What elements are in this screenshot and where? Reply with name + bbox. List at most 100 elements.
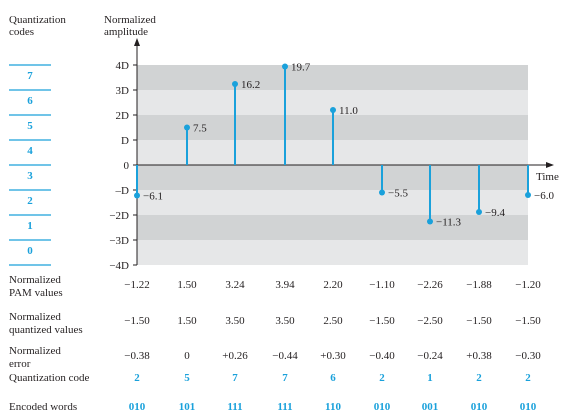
y-tick-label: –D (115, 185, 130, 197)
table-value-cell: −1.50 (369, 315, 395, 327)
quantization-code-column: 7 6 5 4 3 2 1 0 (9, 64, 51, 266)
sample-point (330, 107, 336, 113)
row-label: Normalized (9, 345, 61, 357)
table-code-cell: 010 (520, 401, 537, 413)
axes: Time 4D 3D 2D D 0 –D −2D −3D −4D (109, 38, 559, 272)
table-code-cell: 6 (330, 372, 336, 384)
sample-point (525, 192, 531, 198)
table-code-cell: 2 (379, 372, 385, 384)
sample-value-label: 7.5 (193, 123, 207, 135)
sample-stems: −6.1 7.5 16.2 19.7 11.0 −5.5 −11.3 −9.4 −6.0 (134, 62, 554, 229)
sample-point (379, 189, 385, 196)
table-code-cell: 111 (227, 401, 242, 413)
band (137, 215, 528, 240)
level-code-label: 7 (27, 70, 33, 82)
band (137, 165, 528, 190)
table-value-cell: −0.38 (124, 350, 150, 362)
table-code-cell: 2 (525, 372, 531, 384)
sample-value-label: −6.1 (143, 191, 163, 203)
table-value-cell: +0.30 (320, 350, 346, 362)
sample-point (184, 124, 190, 131)
table-code-cell: 010 (471, 401, 488, 413)
table-value-cell: 3.50 (275, 315, 295, 327)
band (137, 65, 528, 90)
row-label: Normalized (9, 274, 61, 286)
row-label: Encoded words (9, 401, 77, 413)
table-value-cell: 2.50 (323, 315, 343, 327)
table-value-cell: 2.20 (323, 279, 343, 291)
table-value-cell: 3.94 (275, 279, 295, 291)
sample-value-label: −6.0 (534, 190, 554, 202)
table-value-cell: −1.88 (466, 279, 492, 291)
table-code-cell: 5 (184, 372, 190, 384)
y-tick-label: −4D (109, 260, 129, 272)
table-code-cell: 7 (282, 372, 288, 384)
table-code-cell: 110 (325, 401, 341, 413)
y-tick-label: 4D (116, 60, 130, 72)
y-tick-label: 2D (116, 110, 130, 122)
sample-point (476, 209, 482, 215)
sample-value-label: −9.4 (485, 207, 505, 219)
table-value-cell: −2.26 (417, 279, 443, 291)
y-tick-label: −2D (109, 210, 129, 222)
y-tick-label: 0 (124, 160, 130, 172)
level-code-label: 3 (27, 170, 33, 182)
level-code-label: 1 (27, 220, 33, 232)
table-value-cell: 1.50 (177, 315, 197, 327)
sample-point (134, 192, 140, 199)
level-code-label: 0 (27, 245, 33, 257)
table-value-cell: −0.24 (417, 350, 443, 362)
sample-point (282, 63, 288, 70)
table-value-cell: −1.22 (124, 279, 149, 291)
x-axis-label: Time (536, 171, 559, 183)
band (137, 240, 528, 265)
table-value-cell: −1.50 (515, 315, 541, 327)
row-label: quantized values (9, 324, 83, 336)
codes-title: Quantization (9, 14, 66, 26)
table-value-cell: −1.50 (124, 315, 150, 327)
level-code-label: 2 (27, 195, 33, 207)
table-value-cell: −1.20 (515, 279, 541, 291)
table-value-cell: −0.40 (369, 350, 395, 362)
table-value-cell: 3.50 (225, 315, 245, 327)
sample-value-label: 19.7 (291, 62, 311, 74)
row-label: Quantization code (9, 372, 89, 384)
sample-value-label: 16.2 (241, 79, 260, 91)
table-code-cell: 2 (476, 372, 482, 384)
table-value-cell: 3.24 (225, 279, 245, 291)
table-value-cell: 0 (184, 350, 190, 362)
table-code-cell: 2 (134, 372, 140, 384)
table-value-cell: 1.50 (177, 279, 197, 291)
table-value-cell: −0.30 (515, 350, 541, 362)
band (137, 190, 528, 215)
table-code-cell: 010 (374, 401, 391, 413)
y-tick-label: −3D (109, 235, 129, 247)
sample-value-label: −11.3 (436, 217, 462, 229)
level-code-label: 6 (27, 95, 33, 107)
table-value-cell: −2.50 (417, 315, 443, 327)
table-code-cell: 111 (277, 401, 292, 413)
x-axis-arrow (546, 162, 554, 168)
sample-point (427, 218, 433, 225)
sample-value-label: −5.5 (388, 188, 408, 200)
y-tick-label: D (121, 135, 129, 147)
table-code-cell: 7 (232, 372, 238, 384)
sample-point (232, 81, 238, 87)
amplitude-title: amplitude (104, 26, 148, 38)
table-value-cell: −0.44 (272, 350, 298, 362)
table-value-cell: −1.50 (466, 315, 492, 327)
table-value-cell: +0.26 (222, 350, 248, 362)
row-label: Normalized (9, 311, 61, 323)
table-value-cell: +0.38 (466, 350, 492, 362)
table-code-cell: 001 (422, 401, 439, 413)
y-axis-arrow (134, 38, 140, 46)
codes-title: codes (9, 26, 34, 38)
y-tick-label: 3D (116, 85, 130, 97)
table-code-cell: 1 (427, 372, 433, 384)
row-label: error (9, 358, 31, 370)
sample-value-label: 11.0 (339, 105, 358, 117)
table-code-cell: 010 (129, 401, 146, 413)
level-code-label: 5 (27, 120, 33, 132)
